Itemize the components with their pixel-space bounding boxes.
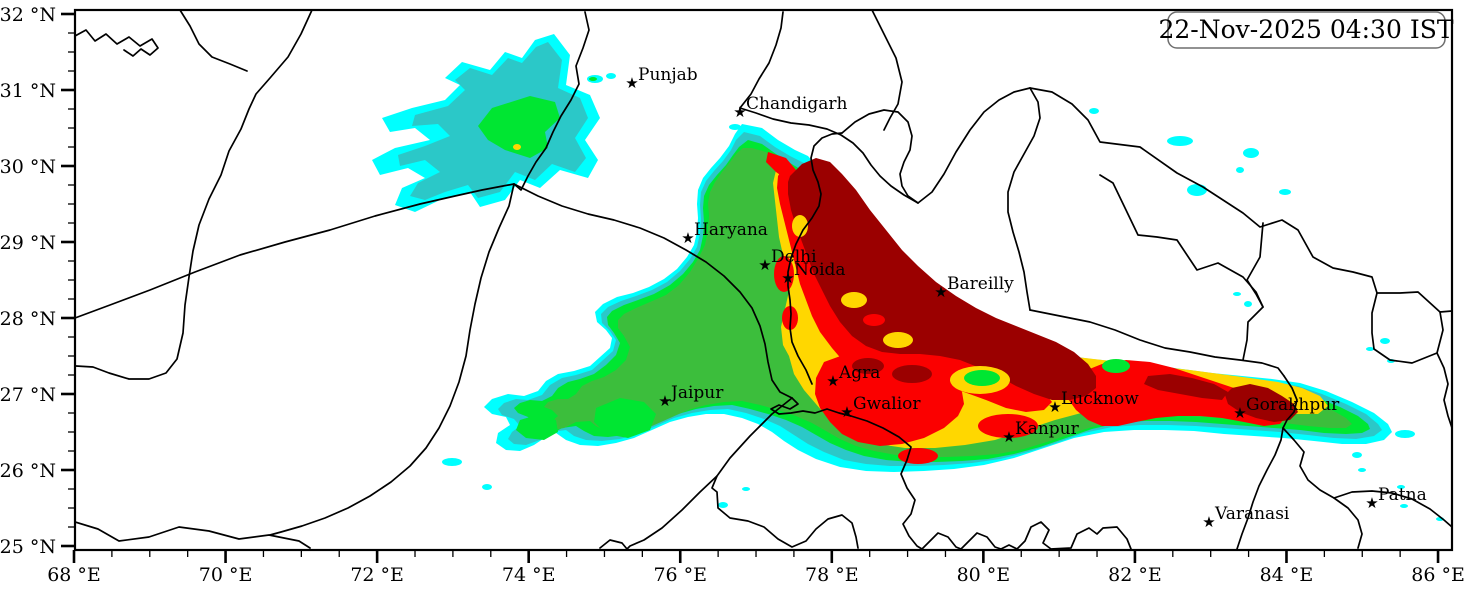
state-boundary-line: [75, 183, 515, 319]
x-tick-label: 86 °E: [1411, 564, 1465, 586]
state-boundary-line: [1236, 427, 1284, 550]
city-star-icon: ★: [781, 269, 794, 287]
city-markers: ★ Punjab★ Chandigarh★ Haryana★ Delhi★ Noida★ B…: [625, 65, 1426, 531]
state-boundary-line: [269, 183, 515, 536]
city-star-icon: ★: [681, 229, 694, 247]
city-star-icon: ★: [733, 103, 746, 121]
contour-inner-patches: [516, 215, 1130, 440]
city-star-icon: ★: [1048, 398, 1061, 416]
city-star-icon: ★: [758, 256, 771, 274]
map-content: [75, 10, 1452, 550]
x-tick-label: 70 °E: [199, 564, 253, 586]
city-star-icon: ★: [1002, 428, 1015, 446]
state-boundary-line: [513, 183, 793, 399]
state-boundary-line: [513, 11, 590, 191]
state-boundary-line: [75, 521, 311, 549]
timestamp-frame: [1167, 11, 1446, 49]
state-boundary-line: [1371, 292, 1444, 364]
x-tick-label: 74 °E: [502, 564, 556, 586]
city-star-icon: ★: [625, 74, 638, 92]
state-boundary-line: [917, 87, 1031, 204]
city-star-icon: ★: [1233, 404, 1246, 422]
city-label: Noida: [794, 260, 846, 280]
city-label: Chandigarh: [746, 94, 848, 114]
city-star-icon: ★: [658, 392, 671, 410]
city-label: Gwalior: [853, 394, 921, 414]
y-tick-label: 27 °N: [0, 384, 56, 406]
y-tick-label: 32 °N: [0, 4, 56, 26]
timestamp-box: 22-Nov-2025 04:30 IST: [1159, 11, 1454, 49]
state-boundary-line: [1007, 87, 1041, 311]
city-label: Varanasi: [1214, 504, 1290, 524]
y-tick-label: 26 °N: [0, 460, 56, 482]
city-star-icon: ★: [840, 403, 853, 421]
state-boundary-line: [770, 397, 923, 550]
x-tick-label: 72 °E: [350, 564, 404, 586]
y-axis: 25 °N 26 °N 27 °N 28 °N 29 °N 30 °N 31 °N 32 °N: [0, 4, 75, 558]
city-label: Kanpur: [1015, 419, 1080, 439]
state-boundary-line: [1333, 490, 1452, 528]
city-label: Patna: [1378, 485, 1427, 505]
state-boundary-line: [1029, 87, 1452, 313]
y-tick-label: 29 °N: [0, 232, 56, 254]
state-boundary-line: [1436, 352, 1452, 429]
state-boundary-line: [626, 475, 718, 550]
x-tick-label: 68 °E: [47, 564, 101, 586]
state-boundary-line: [75, 10, 313, 380]
x-tick-label: 76 °E: [653, 564, 707, 586]
x-tick-label: 80 °E: [957, 564, 1011, 586]
state-boundary-line: [1282, 375, 1363, 549]
state-boundary-line: [841, 109, 919, 204]
state-boundary-line: [871, 10, 903, 131]
y-tick-label: 28 °N: [0, 308, 56, 330]
state-boundary-line: [711, 397, 859, 549]
state-boundary-line: [787, 132, 843, 385]
x-tick-label: 78 °E: [805, 564, 859, 586]
city-label: Jaipur: [669, 383, 724, 403]
city-label: Punjab: [638, 65, 698, 85]
city-star-icon: ★: [1202, 513, 1215, 531]
state-boundary-line: [75, 29, 159, 57]
city-label: Haryana: [694, 220, 768, 240]
x-tick-label: 84 °E: [1260, 564, 1314, 586]
state-boundary-line: [739, 11, 784, 109]
y-tick-label: 31 °N: [0, 80, 56, 102]
state-boundary-line: [599, 539, 628, 550]
state-boundary-line: [1099, 174, 1264, 361]
city-label: Gorakhpur: [1246, 395, 1340, 415]
state-boundary-line: [921, 521, 1132, 550]
state-boundary-line: [179, 10, 248, 72]
boundary-lines: [75, 10, 1452, 550]
city-label: Delhi: [771, 247, 817, 267]
city-star-icon: ★: [934, 283, 947, 301]
state-boundary-line: [739, 107, 919, 204]
timestamp-text: 22-Nov-2025 04:30 IST: [1159, 15, 1454, 44]
state-boundary-line: [1029, 309, 1285, 377]
state-boundary-line: [1246, 222, 1264, 308]
x-tick-label: 82 °E: [1108, 564, 1162, 586]
y-tick-label: 30 °N: [0, 156, 56, 178]
contour-layer-7: [788, 158, 1298, 422]
city-star-icon: ★: [826, 372, 839, 390]
city-star-icon: ★: [1365, 494, 1378, 512]
city-label: Lucknow: [1061, 389, 1139, 409]
x-axis: 68 °E 70 °E 72 °E 74 °E 76 °E 78 °E 80 °E 82 °E…: [47, 550, 1465, 586]
city-label: Bareilly: [947, 274, 1014, 294]
y-tick-label: 25 °N: [0, 536, 56, 558]
city-label: Agra: [838, 363, 880, 383]
